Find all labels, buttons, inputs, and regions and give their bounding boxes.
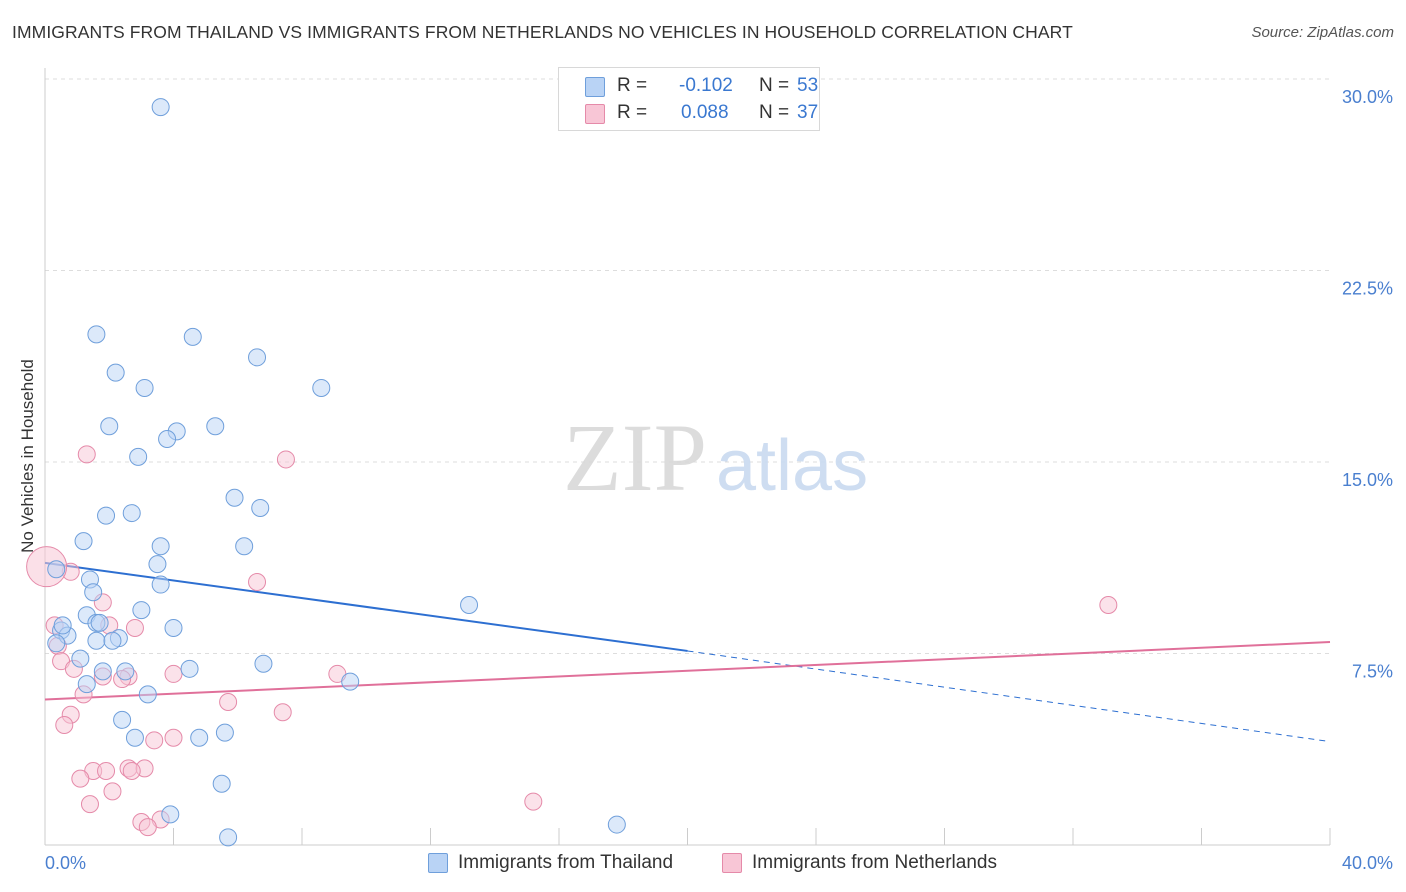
point-thailand-13 (251, 498, 270, 517)
point-thailand-14 (151, 537, 170, 556)
point-thailand-40 (180, 659, 199, 678)
bottom-legend-swatch-netherlands (722, 853, 742, 873)
legend-r-value-netherlands: 0.088 (681, 102, 729, 123)
bottom-legend-label-netherlands: Immigrants from Netherlands (752, 852, 997, 873)
point-thailand-50 (607, 815, 626, 834)
legend-n-label: N = (759, 102, 790, 123)
point-thailand-0 (151, 98, 170, 117)
axes (44, 68, 1331, 846)
stats-legend: R = -0.102 N = 53 R = 0.088 N = 37 (558, 67, 820, 131)
point-thailand-43 (138, 685, 157, 704)
point-thailand-15 (97, 506, 116, 525)
bottom-legend-swatch-thailand (428, 853, 448, 873)
point-thailand-47 (190, 728, 209, 747)
point-netherlands-13 (164, 664, 183, 683)
point-thailand-7 (100, 417, 119, 436)
bottom-legend-label-thailand: Immigrants from Thailand (458, 852, 674, 873)
point-netherlands-18 (219, 693, 238, 712)
legend-r-label: R = (617, 102, 648, 123)
point-thailand-21 (151, 575, 170, 594)
point-netherlands-19 (273, 703, 292, 722)
point-thailand-51 (219, 828, 238, 847)
legend-swatch-netherlands (585, 104, 605, 124)
point-thailand-36 (71, 649, 90, 668)
point-thailand-38 (93, 662, 112, 681)
watermark: ZIP atlas (563, 404, 868, 511)
point-thailand-46 (125, 728, 144, 747)
point-netherlands-8 (125, 618, 144, 637)
point-netherlands-21 (55, 715, 74, 734)
point-netherlands-1 (77, 445, 96, 464)
x-tick-label-0: 0.0% (45, 853, 86, 873)
point-thailand-3 (248, 348, 267, 367)
point-netherlands-27 (97, 761, 116, 780)
y-tick-label-2: 22.5% (1342, 279, 1393, 299)
point-thailand-37 (254, 654, 273, 673)
point-netherlands-22 (145, 731, 164, 750)
point-thailand-5 (135, 378, 154, 397)
trend-line-netherlands (44, 641, 1331, 701)
trend-lines (44, 561, 1331, 743)
x-tick-label-1: 40.0% (1342, 853, 1393, 873)
point-netherlands-5 (1099, 595, 1118, 614)
point-thailand-16 (122, 504, 141, 523)
point-thailand-20 (148, 555, 167, 574)
chart-source: Source: ZipAtlas.com (1251, 24, 1394, 41)
watermark-atlas: atlas (716, 426, 868, 506)
trend-line-thailand-extrapolated (687, 650, 1331, 743)
point-thailand-23 (84, 583, 103, 602)
point-thailand-2 (183, 327, 202, 346)
point-netherlands-3 (248, 573, 267, 592)
point-thailand-42 (341, 672, 360, 691)
point-thailand-4 (106, 363, 125, 382)
point-thailand-12 (225, 488, 244, 507)
point-netherlands-32 (524, 792, 543, 811)
point-netherlands-0 (276, 450, 295, 469)
legend-n-label: N = (759, 75, 790, 96)
point-thailand-17 (74, 532, 93, 551)
point-thailand-49 (161, 805, 180, 824)
point-thailand-22 (47, 560, 66, 579)
point-netherlands-31 (80, 795, 99, 814)
legend-swatch-thailand (585, 77, 605, 97)
point-thailand-48 (212, 774, 231, 793)
y-tick-label-1: 15.0% (1342, 470, 1393, 490)
point-thailand-9 (206, 417, 225, 436)
point-thailand-18 (235, 537, 254, 556)
point-thailand-6 (312, 378, 331, 397)
point-thailand-39 (116, 662, 135, 681)
data-points (26, 98, 1118, 847)
point-thailand-41 (77, 675, 96, 694)
point-thailand-25 (132, 601, 151, 620)
point-netherlands-35 (138, 818, 157, 837)
point-netherlands-28 (122, 761, 141, 780)
point-thailand-52 (53, 616, 72, 635)
point-netherlands-23 (164, 728, 183, 747)
legend-n-value-thailand: 53 (797, 75, 819, 96)
point-thailand-1 (87, 325, 106, 344)
point-thailand-35 (47, 634, 66, 653)
chart-title: IMMIGRANTS FROM THAILAND VS IMMIGRANTS F… (12, 22, 1073, 42)
y-tick-label-0: 7.5% (1352, 662, 1393, 682)
trend-line-thailand (44, 561, 688, 652)
point-thailand-44 (113, 710, 132, 729)
legend-r-label: R = (617, 75, 648, 96)
watermark-zip: ZIP (563, 404, 707, 511)
point-thailand-26 (460, 595, 479, 614)
point-netherlands-30 (103, 782, 122, 801)
point-thailand-11 (129, 447, 148, 466)
point-thailand-29 (164, 618, 183, 637)
gridlines (45, 78, 1330, 654)
point-thailand-32 (87, 631, 106, 650)
point-thailand-45 (215, 723, 234, 742)
point-thailand-34 (103, 631, 122, 650)
legend-n-value-netherlands: 37 (797, 102, 819, 123)
point-thailand-28 (90, 613, 109, 632)
point-thailand-10 (158, 430, 177, 449)
legend-r-value-thailand: -0.102 (679, 75, 733, 96)
point-netherlands-29 (71, 769, 90, 788)
y-tick-label-3: 30.0% (1342, 87, 1393, 107)
tick-labels: 7.5% 15.0% 22.5% 30.0% 0.0% 40.0% (45, 87, 1393, 873)
